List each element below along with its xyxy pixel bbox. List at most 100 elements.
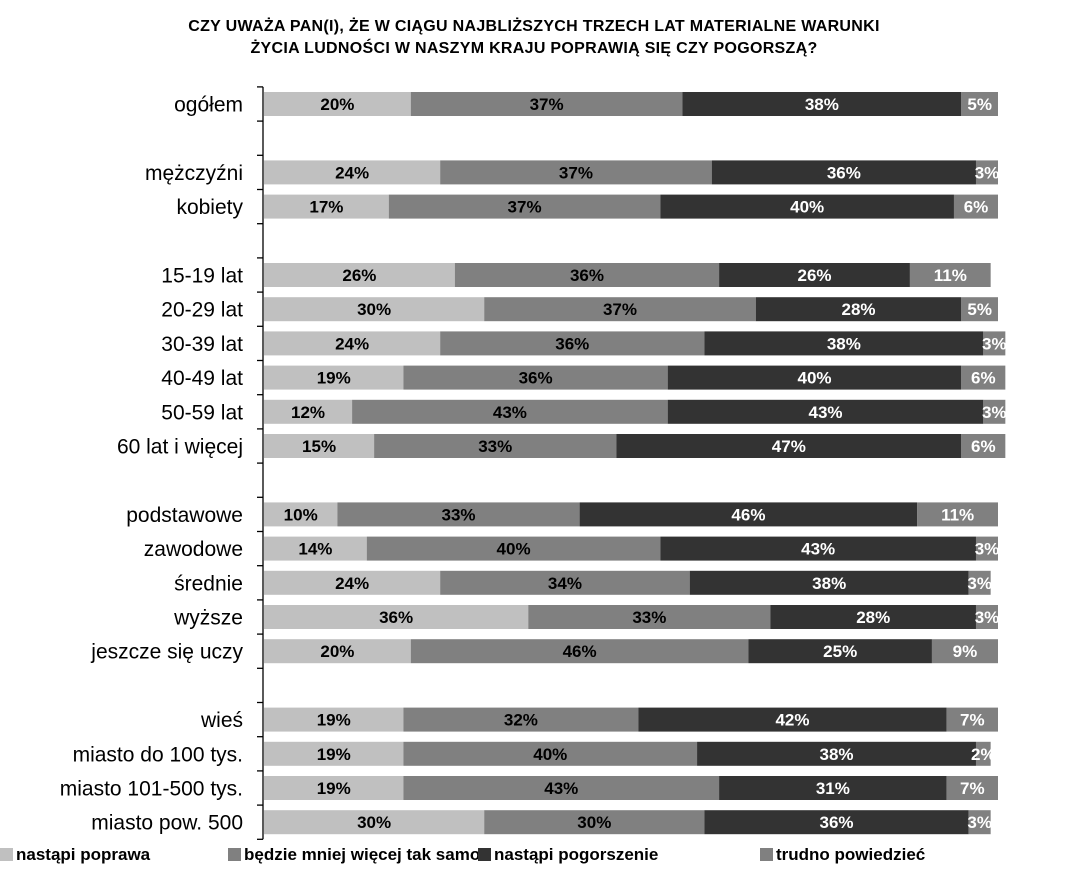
data-label-srednie-nastapi-poprawa: 24%	[335, 574, 369, 593]
data-label-wyzsze-trudno-powiedziec: 3%	[975, 608, 1000, 627]
bar-miasto-do-100-tys-trudno-powiedziec	[975, 741, 991, 766]
data-label-jeszcze-sie-uczy-bedzie-mniej-wiecej-tak-samo: 46%	[563, 642, 597, 661]
bar-miasto-101-500-tys-nastapi-poprawa	[264, 776, 404, 800]
data-label-kobiety-bedzie-mniej-wiecej-tak-samo: 37%	[508, 198, 542, 217]
bar-mezczyzni-nastapi-poprawa	[264, 160, 441, 185]
bar-15-19-lat-bedzie-mniej-wiecej-tak-samo	[454, 263, 720, 287]
data-label-jeszcze-sie-uczy-nastapi-poprawa: 20%	[320, 642, 354, 661]
data-label-50-59-lat-trudno-powiedziec: 3%	[982, 403, 1007, 422]
bar-miasto-pow-500-bedzie-mniej-wiecej-tak-samo	[484, 810, 705, 835]
data-label-miasto-do-100-tys-trudno-powiedziec: 2%	[971, 745, 996, 764]
category-label-miasto-101-500-tys: miasto 101-500 tys.	[60, 778, 243, 801]
bar-miasto-pow-500-trudno-powiedziec	[968, 810, 991, 835]
bar-wies-bedzie-mniej-wiecej-tak-samo	[403, 707, 639, 732]
data-label-miasto-pow-500-trudno-powiedziec: 3%	[967, 813, 992, 832]
data-label-50-59-lat-nastapi-pogorszenie: 43%	[808, 403, 842, 422]
data-label-15-19-lat-bedzie-mniej-wiecej-tak-samo: 36%	[570, 266, 604, 285]
category-label-15-19-lat: 15-19 lat	[161, 265, 243, 288]
bar-60-lat-i-wiecej-nastapi-poprawa	[264, 434, 375, 458]
data-label-60-lat-i-wiecej-bedzie-mniej-wiecej-tak-samo: 33%	[478, 437, 512, 456]
data-label-30-39-lat-trudno-powiedziec: 3%	[982, 334, 1007, 353]
bar-20-29-lat-trudno-powiedziec	[961, 297, 998, 322]
data-label-40-49-lat-trudno-powiedziec: 6%	[971, 369, 996, 388]
data-label-podstawowe-trudno-powiedziec: 11%	[941, 505, 974, 524]
category-label-podstawowe: podstawowe	[126, 504, 243, 527]
bar-30-39-lat-bedzie-mniej-wiecej-tak-samo	[440, 331, 705, 356]
data-label-60-lat-i-wiecej-trudno-powiedziec: 6%	[971, 437, 996, 456]
bar-jeszcze-sie-uczy-nastapi-poprawa	[264, 639, 411, 664]
bar-15-19-lat-nastapi-poprawa	[264, 263, 455, 287]
data-label-miasto-101-500-tys-trudno-powiedziec: 7%	[960, 779, 985, 798]
data-label-jeszcze-sie-uczy-nastapi-pogorszenie: 25%	[823, 642, 857, 661]
bar-miasto-do-100-tys-bedzie-mniej-wiecej-tak-samo	[403, 741, 698, 766]
data-label-40-49-lat-nastapi-pogorszenie: 40%	[797, 369, 831, 388]
data-label-zawodowe-nastapi-poprawa: 14%	[298, 540, 332, 559]
bar-miasto-pow-500-nastapi-poprawa	[264, 810, 485, 835]
bar-50-59-lat-nastapi-poprawa	[264, 399, 353, 424]
bar-40-49-lat-nastapi-pogorszenie	[667, 365, 962, 390]
bar-20-29-lat-bedzie-mniej-wiecej-tak-samo	[484, 297, 756, 322]
bar-miasto-101-500-tys-trudno-powiedziec	[946, 776, 998, 800]
data-label-60-lat-i-wiecej-nastapi-poprawa: 15%	[302, 437, 336, 456]
category-axis: ogółem mężczyźni kobiety 15-19 lat 20-29 lat…	[60, 86, 264, 840]
data-label-40-49-lat-bedzie-mniej-wiecej-tak-samo: 36%	[519, 369, 553, 388]
bar-mezczyzni-nastapi-pogorszenie	[711, 160, 976, 185]
category-label-50-59-lat: 50-59 lat	[161, 401, 243, 424]
legend-swatch-trudno-powiedziec	[760, 848, 773, 861]
data-label-20-29-lat-bedzie-mniej-wiecej-tak-samo: 37%	[603, 300, 637, 319]
bar-srednie-nastapi-pogorszenie	[689, 570, 969, 595]
bar-50-59-lat-bedzie-mniej-wiecej-tak-samo	[352, 399, 668, 424]
data-label-wies-bedzie-mniej-wiecej-tak-samo: 32%	[504, 711, 538, 730]
data-label-miasto-101-500-tys-nastapi-pogorszenie: 31%	[816, 779, 850, 798]
data-label-40-49-lat-nastapi-poprawa: 19%	[317, 369, 351, 388]
bar-mezczyzni-trudno-powiedziec	[975, 160, 998, 185]
data-label-50-59-lat-nastapi-poprawa: 12%	[291, 403, 325, 422]
bar-jeszcze-sie-uczy-bedzie-mniej-wiecej-tak-samo	[410, 639, 749, 664]
data-label-wies-trudno-powiedziec: 7%	[960, 711, 985, 730]
bar-30-39-lat-nastapi-pogorszenie	[704, 331, 984, 356]
category-label-40-49-lat: 40-49 lat	[161, 367, 243, 390]
category-label-srednie: średnie	[174, 572, 243, 595]
data-label-kobiety-nastapi-pogorszenie: 40%	[790, 198, 824, 217]
data-label-20-29-lat-nastapi-pogorszenie: 28%	[842, 300, 876, 319]
data-label-srednie-bedzie-mniej-wiecej-tak-samo: 34%	[548, 574, 582, 593]
data-label-mezczyzni-trudno-powiedziec: 3%	[975, 163, 1000, 182]
bar-podstawowe-trudno-powiedziec	[917, 502, 998, 527]
bar-podstawowe-nastapi-pogorszenie	[579, 502, 918, 527]
category-label-60-lat-i-wiecej: 60 lat i więcej	[117, 436, 243, 459]
bar-wyzsze-nastapi-poprawa	[264, 605, 529, 629]
bar-ogolem-trudno-powiedziec	[961, 92, 998, 116]
bar-ogolem-nastapi-pogorszenie	[682, 92, 962, 116]
category-label-30-39-lat: 30-39 lat	[161, 333, 243, 356]
bar-40-49-lat-trudno-powiedziec	[961, 365, 1006, 390]
bar-40-49-lat-bedzie-mniej-wiecej-tak-samo	[403, 365, 668, 390]
category-label-mezczyzni: mężczyźni	[145, 162, 243, 185]
category-label-zawodowe: zawodowe	[144, 538, 243, 561]
data-label-miasto-pow-500-nastapi-poprawa: 30%	[357, 813, 391, 832]
chart-title-line-1: CZY UWAŻA PAN(I), ŻE W CIĄGU NAJBLIŻSZYC…	[188, 18, 880, 35]
data-label-wyzsze-nastapi-poprawa: 36%	[379, 608, 413, 627]
bar-60-lat-i-wiecej-trudno-powiedziec	[961, 434, 1006, 458]
data-label-zawodowe-trudno-powiedziec: 3%	[975, 540, 1000, 559]
bars-layer: 20% 37% 38% 5% 24% 37% 36% 3% 17% 37% 40% 6% 26% 36% 2…	[264, 92, 1007, 835]
data-label-30-39-lat-nastapi-pogorszenie: 38%	[827, 334, 861, 353]
bar-mezczyzni-bedzie-mniej-wiecej-tak-samo	[440, 160, 712, 185]
bar-kobiety-nastapi-pogorszenie	[660, 194, 954, 219]
data-label-mezczyzni-nastapi-pogorszenie: 36%	[827, 163, 861, 182]
category-label-wyzsze: wyższe	[173, 607, 243, 630]
bar-20-29-lat-nastapi-pogorszenie	[755, 297, 962, 322]
category-label-miasto-pow-500: miasto pow. 500	[91, 812, 243, 835]
data-label-zawodowe-bedzie-mniej-wiecej-tak-samo: 40%	[497, 540, 531, 559]
data-label-miasto-pow-500-bedzie-mniej-wiecej-tak-samo: 30%	[577, 813, 611, 832]
category-label-20-29-lat: 20-29 lat	[161, 299, 243, 322]
bar-miasto-pow-500-nastapi-pogorszenie	[704, 810, 969, 835]
data-label-50-59-lat-bedzie-mniej-wiecej-tak-samo: 43%	[493, 403, 527, 422]
data-label-30-39-lat-nastapi-poprawa: 24%	[335, 334, 369, 353]
bar-wyzsze-nastapi-pogorszenie	[770, 605, 976, 629]
data-label-srednie-nastapi-pogorszenie: 38%	[812, 574, 846, 593]
data-label-podstawowe-nastapi-poprawa: 10%	[284, 505, 318, 524]
data-label-miasto-101-500-tys-bedzie-mniej-wiecej-tak-samo: 43%	[544, 779, 578, 798]
bar-50-59-lat-nastapi-pogorszenie	[667, 399, 984, 424]
legend-label-trudno-powiedziec: trudno powiedzieć	[776, 845, 925, 864]
